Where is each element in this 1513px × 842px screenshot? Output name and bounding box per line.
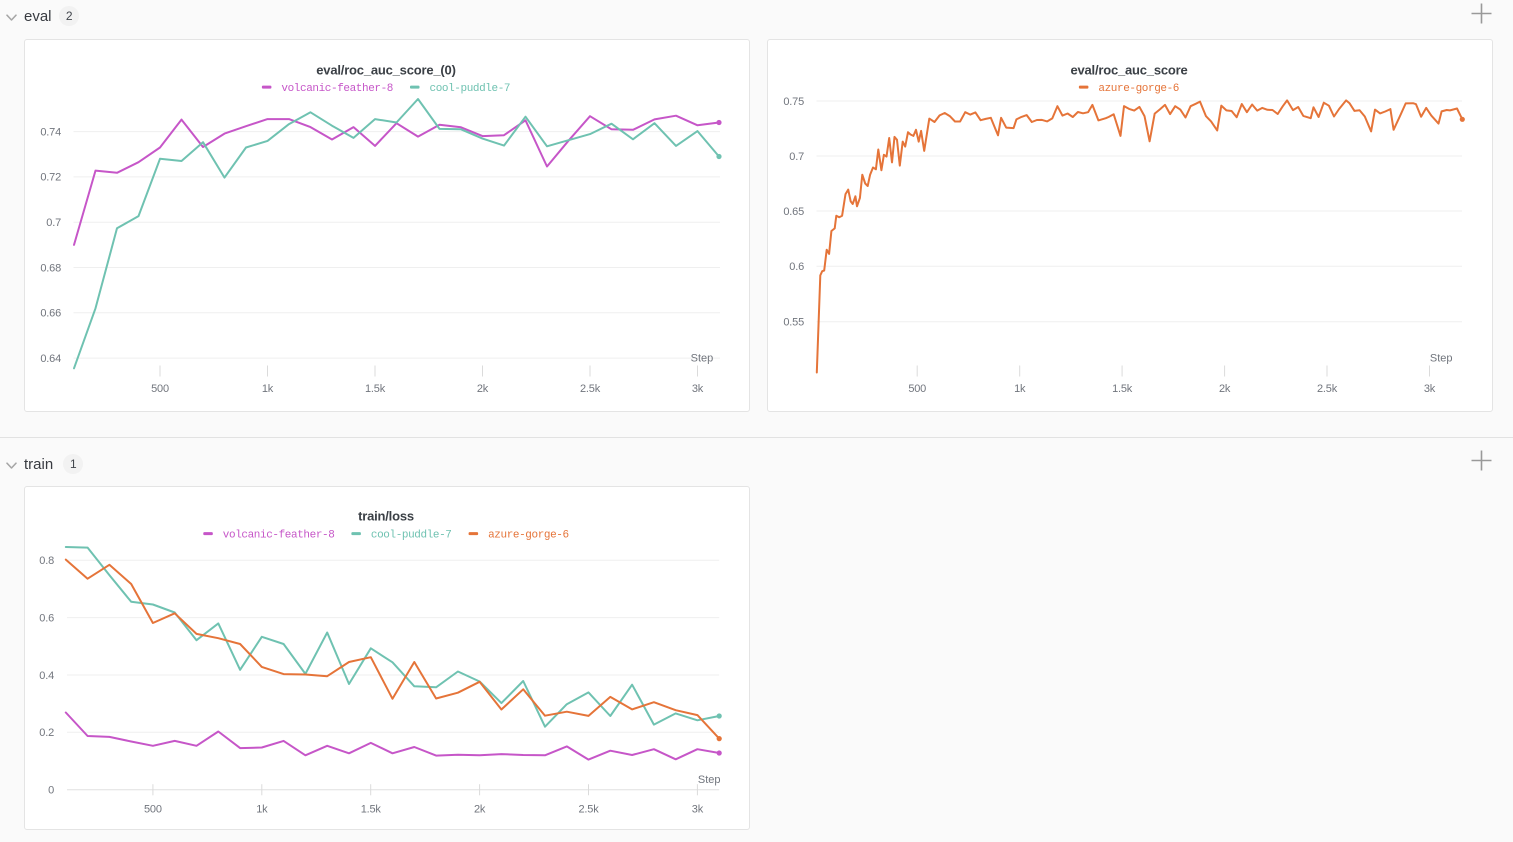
svg-text:0.72: 0.72 [40,172,61,184]
svg-text:2.5k: 2.5k [580,383,601,395]
svg-text:volcanic-feather-8: volcanic-feather-8 [223,529,335,541]
svg-text:0: 0 [48,785,54,797]
svg-text:2.5k: 2.5k [1317,383,1338,395]
svg-text:0.6: 0.6 [789,261,804,273]
svg-text:cool-puddle-7: cool-puddle-7 [371,529,452,541]
svg-text:2k: 2k [477,383,489,395]
svg-text:2k: 2k [1219,383,1231,395]
svg-text:eval/roc_auc_score: eval/roc_auc_score [1070,63,1187,78]
svg-text:2.5k: 2.5k [579,804,600,816]
svg-text:0.66: 0.66 [40,308,61,320]
svg-text:0.4: 0.4 [39,670,54,682]
svg-text:0.68: 0.68 [40,262,61,274]
svg-text:Step: Step [1430,353,1453,365]
svg-text:1.5k: 1.5k [361,804,382,816]
svg-text:azure-gorge-6: azure-gorge-6 [488,529,569,541]
svg-text:3k: 3k [1424,383,1436,395]
svg-text:0.65: 0.65 [783,206,804,218]
svg-text:volcanic-feather-8: volcanic-feather-8 [281,83,393,95]
svg-text:Step: Step [698,774,721,786]
svg-text:train/loss: train/loss [358,509,414,524]
svg-text:1k: 1k [256,804,268,816]
svg-text:0.8: 0.8 [39,555,54,567]
svg-text:0.7: 0.7 [46,217,61,229]
svg-text:2k: 2k [474,804,486,816]
svg-text:1k: 1k [262,383,274,395]
svg-text:0.64: 0.64 [40,353,61,365]
svg-text:0.7: 0.7 [789,151,804,163]
svg-text:500: 500 [908,383,926,395]
svg-text:0.75: 0.75 [783,96,804,108]
svg-text:500: 500 [144,804,162,816]
svg-text:500: 500 [151,383,169,395]
svg-text:0.2: 0.2 [39,727,54,739]
svg-text:3k: 3k [692,804,704,816]
svg-text:Step: Step [691,353,714,365]
svg-text:1.5k: 1.5k [1112,383,1133,395]
svg-text:azure-gorge-6: azure-gorge-6 [1098,83,1179,95]
svg-text:0.55: 0.55 [783,317,804,329]
svg-text:1k: 1k [1014,383,1026,395]
svg-text:eval/roc_auc_score_(0): eval/roc_auc_score_(0) [316,63,455,78]
svg-text:cool-puddle-7: cool-puddle-7 [430,83,511,95]
svg-text:1.5k: 1.5k [365,383,386,395]
svg-text:0.6: 0.6 [39,612,54,624]
svg-text:0.74: 0.74 [40,126,61,138]
svg-text:3k: 3k [692,383,704,395]
